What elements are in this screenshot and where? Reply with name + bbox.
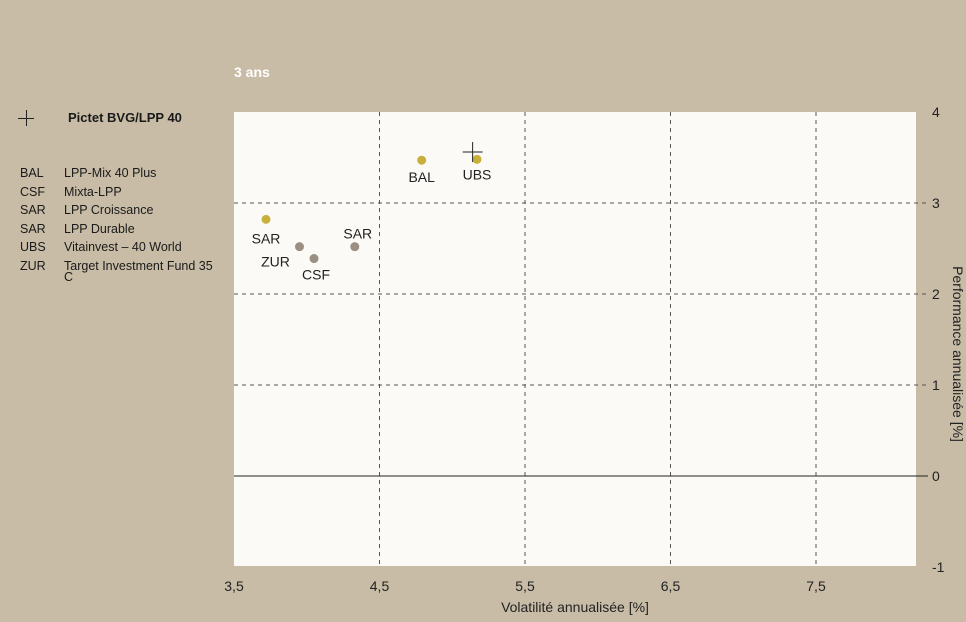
plot-area — [234, 112, 916, 566]
y-tick-label: 0 — [932, 468, 940, 484]
legend-name: LPP Croissance — [64, 203, 154, 217]
plus-icon — [18, 110, 34, 126]
point-label: BAL — [408, 169, 435, 185]
legend-name: Target Investment Fund 35 C — [64, 258, 213, 284]
y-tick-label: -1 — [932, 559, 945, 575]
data-point — [309, 254, 319, 264]
legend-name: LPP-Mix 40 Plus — [64, 166, 157, 180]
point-label: ZUR — [261, 254, 290, 270]
legend-item: CSF Mixta-LPP — [20, 184, 230, 199]
y-tick-label: 4 — [932, 104, 940, 120]
y-tick-label: 3 — [932, 195, 940, 211]
legend-list: BAL LPP-Mix 40 Plus CSF Mixta-LPP SAR LP… — [20, 166, 230, 290]
data-point — [350, 242, 360, 252]
legend-code: UBS — [20, 240, 46, 254]
point-label: UBS — [463, 166, 492, 182]
legend-code: SAR — [20, 221, 46, 236]
x-axis-label: Volatilité annualisée [%] — [501, 599, 649, 615]
data-point — [472, 154, 482, 164]
y-tick-label: 2 — [932, 286, 940, 302]
x-tick-label: 7,5 — [806, 578, 826, 594]
point-label: SAR — [343, 226, 372, 242]
legend-name: LPP Durable — [64, 221, 135, 236]
legend-benchmark: Pictet BVG/LPP 40 — [18, 110, 218, 132]
x-tick-label: 4,5 — [370, 578, 390, 594]
point-label: CSF — [302, 267, 330, 283]
x-tick-label: 6,5 — [661, 578, 681, 594]
y-tick-label: 1 — [932, 377, 940, 393]
legend-code: SAR — [20, 203, 46, 217]
legend-name: Vitainvest – 40 World — [64, 240, 182, 254]
chart-title: 3 ans — [234, 64, 270, 80]
point-label: SAR — [252, 230, 281, 246]
legend-code: BAL — [20, 166, 44, 180]
legend-item: ZUR Target Investment Fund 35 C — [20, 258, 230, 284]
legend-item: UBS Vitainvest – 40 World — [20, 240, 230, 254]
legend-item: SAR LPP Durable — [20, 221, 230, 236]
data-point — [261, 214, 271, 224]
legend-name: Mixta-LPP — [64, 184, 122, 199]
x-tick-label: 3,5 — [224, 578, 244, 594]
y-axis-label: Performance annualisée [%] — [950, 266, 966, 442]
data-point — [294, 242, 304, 252]
x-tick-label: 5,5 — [515, 578, 535, 594]
legend-code: ZUR — [20, 258, 46, 273]
legend-code: CSF — [20, 184, 45, 199]
legend-benchmark-label: Pictet BVG/LPP 40 — [68, 110, 182, 125]
data-point — [417, 155, 427, 165]
legend-item: BAL LPP-Mix 40 Plus — [20, 166, 230, 180]
legend-item: SAR LPP Croissance — [20, 203, 230, 217]
